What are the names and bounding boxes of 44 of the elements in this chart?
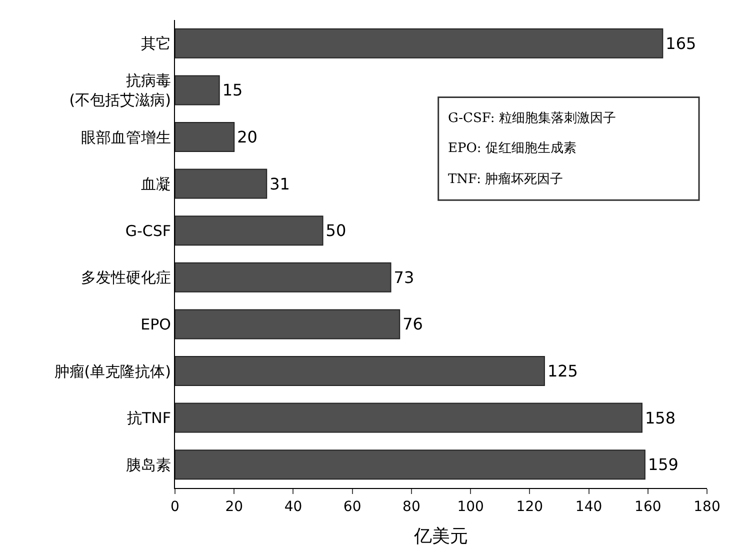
y-tick-label: 多发性硬化症 (81, 268, 171, 287)
x-tick-label: 40 (284, 498, 302, 515)
y-tick-label: 其它 (141, 34, 171, 53)
x-tick-label: 160 (634, 498, 662, 515)
x-tick-label: 0 (170, 498, 180, 515)
bar (175, 168, 268, 199)
data-label: 73 (394, 268, 414, 287)
bar (175, 28, 664, 58)
data-label: 158 (644, 408, 676, 428)
data-label: 31 (270, 174, 290, 194)
y-tick-label: 抗病毒 (不包括艾滋病) (69, 72, 171, 110)
data-label: 20 (237, 128, 258, 146)
x-tick-label: 60 (343, 498, 362, 515)
bar (175, 309, 400, 340)
x-axis-title: 亿美元 (413, 526, 468, 547)
y-tick-label: 胰岛素 (126, 456, 171, 474)
y-tick-label: 肿瘤(单克隆抗体) (54, 362, 171, 380)
data-label: 125 (547, 362, 578, 380)
x-tick-label: 80 (402, 498, 420, 515)
bar (175, 450, 646, 480)
bar (175, 356, 545, 386)
x-tick-label: 180 (694, 498, 720, 515)
bar (175, 216, 324, 246)
data-label: 76 (402, 314, 423, 334)
x-tick-label: 140 (575, 498, 602, 515)
x-tick-label: 120 (516, 498, 544, 515)
data-label: 159 (648, 455, 678, 474)
annotation: EPO: 促红细胞生成素 (448, 141, 576, 156)
x-tick-label: 100 (457, 498, 484, 515)
y-tick-label: 眼部血管增生 (81, 128, 171, 146)
y-tick-label: EPO (140, 315, 171, 334)
bar (175, 75, 220, 106)
data-label: 50 (326, 221, 346, 240)
data-label: 15 (222, 80, 243, 100)
data-label: 165 (666, 34, 696, 53)
bar (175, 402, 642, 433)
bar (175, 122, 235, 152)
x-tick-label: 20 (225, 498, 244, 515)
annotation: TNF: 肿瘤坏死因子 (448, 171, 564, 187)
bar (175, 262, 392, 292)
y-tick-label: 血凝 (141, 175, 171, 194)
y-tick-label: G-CSF (125, 222, 171, 240)
annotation: G-CSF: 粒细胞集落刺激因子 (448, 111, 616, 126)
y-tick-label: 抗TNF (126, 409, 171, 428)
